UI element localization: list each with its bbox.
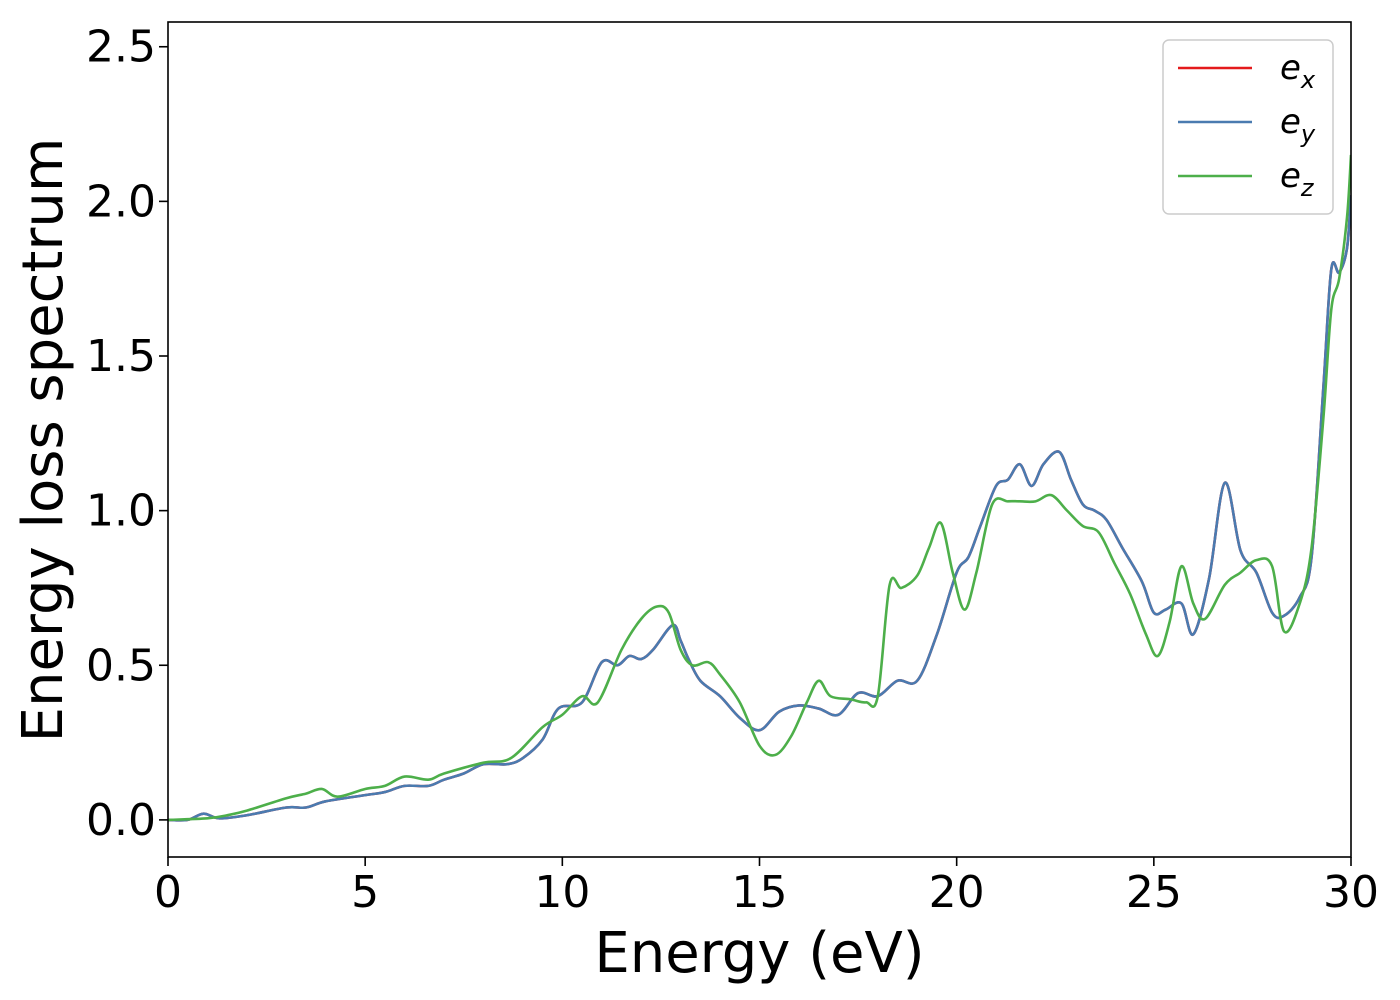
x-tick-label: 30 bbox=[1323, 867, 1379, 918]
legend-box bbox=[1162, 39, 1334, 215]
y-tick-label: 0.0 bbox=[86, 795, 156, 846]
series-layer bbox=[168, 154, 1351, 822]
y-tick-label: 1.0 bbox=[86, 486, 156, 537]
x-tick-label: 0 bbox=[154, 867, 182, 918]
legend-label-base: e bbox=[1280, 102, 1301, 142]
y-tick-label: 1.5 bbox=[86, 331, 156, 382]
y-tick-label: 2.0 bbox=[86, 176, 156, 227]
legend-label-subscript: x bbox=[1300, 66, 1316, 94]
legend-label-subscript: y bbox=[1300, 120, 1316, 148]
y-axis-ticks: 0.0 0.5 1.0 1.5 2.0 2.5 bbox=[86, 22, 168, 846]
legend-label-base: e bbox=[1280, 156, 1301, 196]
legend-label-base: e bbox=[1280, 48, 1301, 88]
x-axis-label: Energy (eV) bbox=[594, 921, 924, 986]
series-line-y bbox=[168, 195, 1351, 822]
x-axis-ticks: 0 5 10 15 20 25 30 bbox=[154, 857, 1379, 918]
legend-label-z: ez bbox=[1280, 156, 1315, 202]
series-line-z bbox=[168, 154, 1351, 822]
y-axis-label: Energy loss spectrum bbox=[11, 138, 76, 743]
x-tick-label: 15 bbox=[732, 867, 788, 918]
y-tick-label: 0.5 bbox=[86, 640, 156, 691]
legend-label-subscript: z bbox=[1300, 174, 1315, 202]
x-tick-label: 20 bbox=[929, 867, 985, 918]
x-tick-label: 25 bbox=[1126, 867, 1182, 918]
legend-label-x: ex bbox=[1280, 48, 1316, 94]
y-tick-label: 2.5 bbox=[86, 22, 156, 73]
legend-label-y: ey bbox=[1280, 102, 1316, 148]
x-tick-label: 10 bbox=[534, 867, 590, 918]
x-tick-label: 5 bbox=[351, 867, 379, 918]
